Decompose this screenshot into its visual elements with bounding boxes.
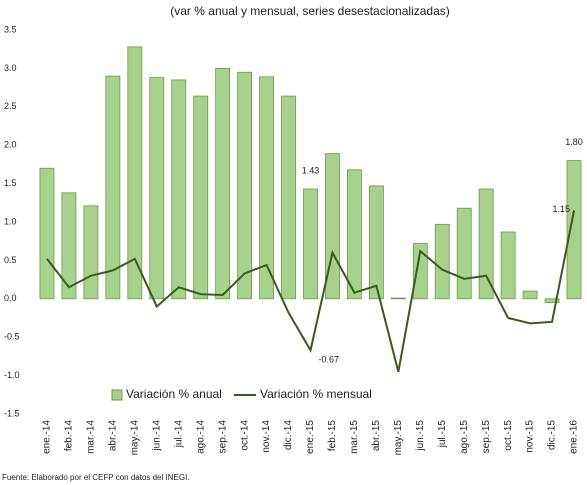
- bar: [149, 77, 165, 300]
- bar: [566, 160, 582, 300]
- y-tick-label: 3.0: [4, 63, 17, 73]
- x-tick-label: ene.-16: [569, 420, 580, 454]
- bar: [61, 192, 77, 300]
- legend-swatch: [111, 389, 123, 401]
- bar: [412, 243, 428, 300]
- bar: [39, 167, 55, 300]
- y-tick-label: 0.0: [4, 293, 17, 303]
- x-tick-label: jun.-15: [415, 420, 426, 452]
- legend-label: Variación % anual: [126, 387, 222, 401]
- bar: [259, 76, 275, 300]
- x-tick-label: sep.-15: [481, 420, 492, 454]
- bar: [127, 46, 143, 300]
- bar: [83, 205, 99, 300]
- y-tick-label: 1.5: [4, 178, 17, 188]
- bar: [390, 297, 406, 300]
- bar: [105, 75, 121, 300]
- y-tick-label: 2.0: [4, 140, 17, 150]
- bar: [171, 79, 187, 300]
- x-tick-label: ago.-15: [459, 420, 470, 454]
- bar: [434, 223, 450, 300]
- x-tick-label: dic.-15: [547, 420, 558, 450]
- x-tick-label: may.-15: [393, 420, 404, 456]
- x-tick-label: may.-14: [129, 420, 140, 456]
- data-label: 1.43: [302, 165, 320, 175]
- y-tick-label: 3.5: [4, 24, 17, 34]
- source: Fuente: Elaborado por el CEFP con datos …: [2, 473, 190, 482]
- line: [46, 210, 576, 373]
- bar: [368, 185, 384, 300]
- data-label: 1.80: [565, 137, 583, 147]
- y-tick-label: 2.5: [4, 101, 17, 111]
- x-tick-label: dic.-14: [283, 420, 294, 450]
- bar: [193, 95, 209, 300]
- x-tick-label: ene.-14: [42, 420, 53, 454]
- x-tick-label: oct.-15: [503, 420, 514, 451]
- x-tick-label: nov.-15: [525, 420, 536, 453]
- bar: [544, 298, 560, 304]
- x-tick-label: abr.-14: [108, 420, 119, 452]
- x-tick-label: feb.-14: [64, 420, 75, 452]
- bar: [456, 207, 472, 300]
- data-label: 1.15: [552, 204, 570, 214]
- chart-title: (var % anual y mensual, series desestaci…: [170, 4, 449, 18]
- legend-label: Variación % mensual: [260, 387, 372, 401]
- x-tick-label: abr.-15: [371, 420, 382, 452]
- x-tick-label: mar.-14: [86, 420, 97, 454]
- bar: [500, 231, 516, 300]
- bar: [522, 290, 538, 300]
- x-tick-label: nov.-14: [261, 420, 272, 453]
- x-tick-label: ago.-14: [195, 420, 206, 454]
- x-tick-label: jul.-15: [437, 420, 448, 449]
- bar: [478, 188, 494, 300]
- bar: [237, 71, 253, 300]
- x-tick-label: oct.-14: [239, 420, 250, 451]
- x-tick-label: sep.-14: [217, 420, 228, 454]
- bar: [281, 95, 296, 300]
- data-label: -0.67: [319, 355, 340, 365]
- y-tick-label: -1.5: [4, 408, 20, 418]
- bar: [303, 188, 318, 300]
- bar: [346, 169, 362, 300]
- x-tick-label: ene.-15: [305, 420, 316, 454]
- x-tick-label: jun.-14: [151, 420, 162, 452]
- x-tick-label: feb.-15: [327, 420, 338, 452]
- y-tick-label: 0.5: [4, 255, 17, 265]
- y-tick-label: -0.5: [4, 332, 20, 342]
- bar: [325, 153, 340, 300]
- y-tick-label: -1.0: [4, 370, 20, 380]
- bar: [215, 68, 231, 300]
- x-tick-label: mar.-15: [349, 420, 360, 454]
- x-tick-label: jul.-14: [173, 420, 184, 449]
- y-tick-label: 1.0: [4, 216, 17, 226]
